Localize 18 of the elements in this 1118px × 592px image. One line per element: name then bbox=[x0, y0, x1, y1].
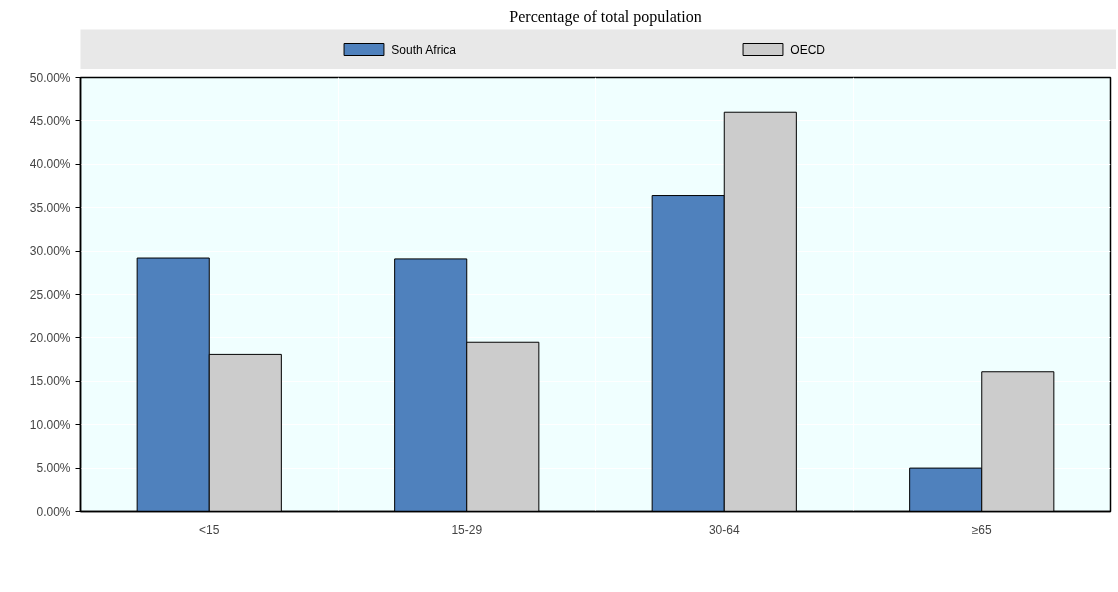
y-tick-label: 25.00% bbox=[29, 287, 71, 302]
y-tick-label: 35.00% bbox=[29, 200, 71, 215]
x-tick-label: ≥65 bbox=[971, 522, 993, 537]
y-tick-label: 30.00% bbox=[29, 244, 71, 259]
chart-title: Percentage of total population bbox=[509, 7, 702, 26]
y-tick-label: 50.00% bbox=[29, 70, 71, 85]
x-tick-label: 15-29 bbox=[451, 522, 483, 537]
x-tick-label: <15 bbox=[199, 522, 220, 537]
y-tick-label: 45.00% bbox=[29, 113, 71, 128]
y-tick-label: 15.00% bbox=[29, 374, 71, 389]
y-tick-label: 5.00% bbox=[36, 461, 71, 476]
x-tick-label: 30-64 bbox=[708, 522, 740, 537]
y-tick-label: 40.00% bbox=[29, 157, 71, 172]
y-tick-label: 20.00% bbox=[29, 330, 71, 345]
y-tick-label: 0.00% bbox=[36, 504, 71, 519]
legend-label: South Africa bbox=[391, 42, 457, 57]
y-tick-label: 10.00% bbox=[29, 417, 71, 432]
legend-label: OECD bbox=[790, 42, 826, 57]
